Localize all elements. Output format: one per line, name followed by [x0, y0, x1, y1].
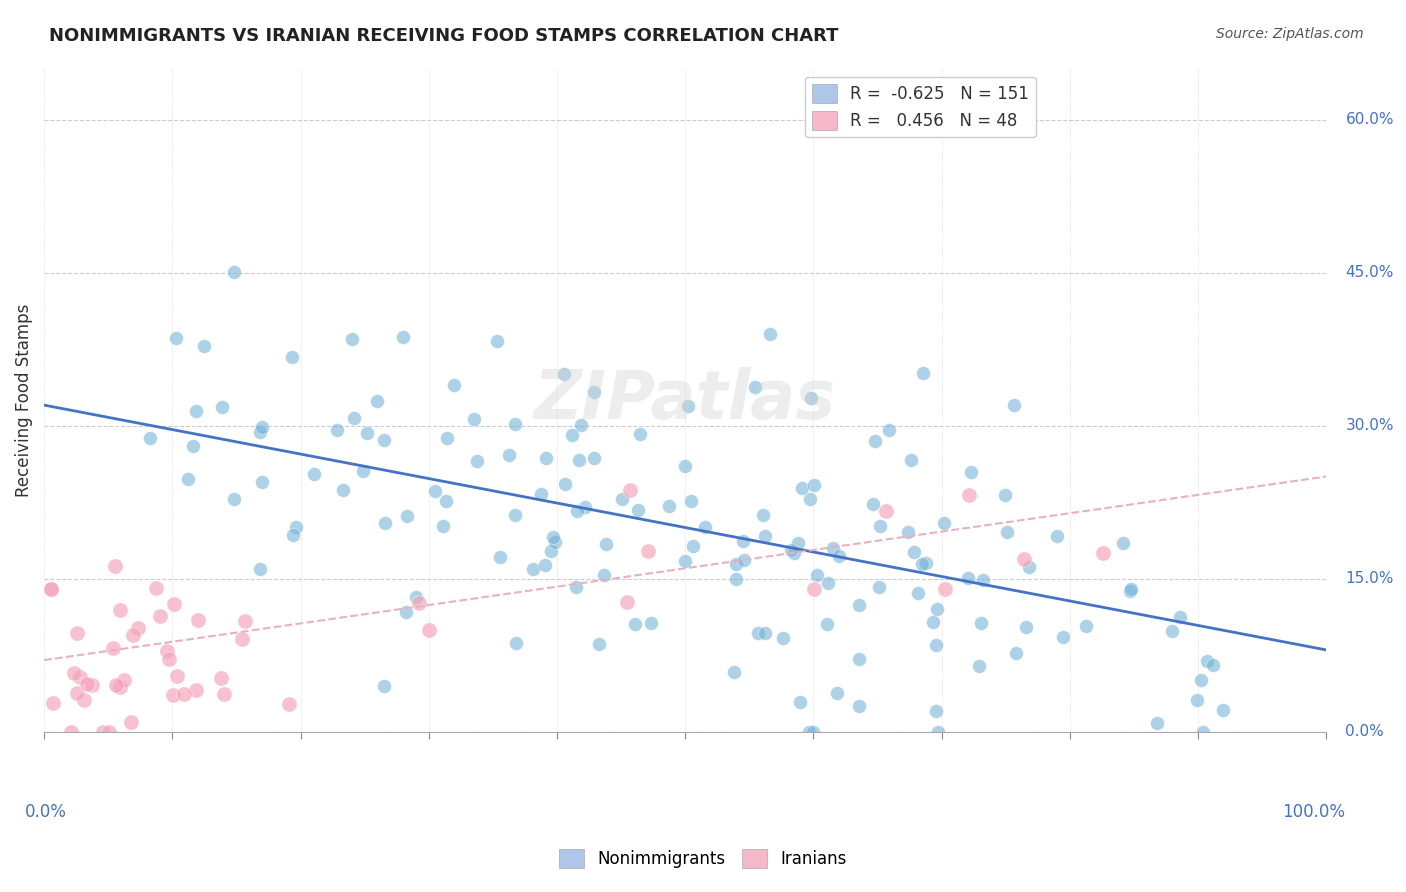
Text: 30.0%: 30.0% [1346, 418, 1393, 433]
Text: ZIPatlas: ZIPatlas [534, 367, 837, 433]
Legend: Nonimmigrants, Iranians: Nonimmigrants, Iranians [553, 842, 853, 875]
Text: 0.0%: 0.0% [25, 803, 66, 821]
Text: 45.0%: 45.0% [1346, 265, 1393, 280]
Legend: R =  -0.625   N = 151, R =   0.456   N = 48: R = -0.625 N = 151, R = 0.456 N = 48 [806, 77, 1036, 137]
Y-axis label: Receiving Food Stamps: Receiving Food Stamps [15, 303, 32, 497]
Text: 15.0%: 15.0% [1346, 571, 1393, 586]
Text: 60.0%: 60.0% [1346, 112, 1393, 127]
Text: Source: ZipAtlas.com: Source: ZipAtlas.com [1216, 27, 1364, 41]
Text: 0.0%: 0.0% [1346, 724, 1384, 739]
Text: 100.0%: 100.0% [1282, 803, 1346, 821]
Text: NONIMMIGRANTS VS IRANIAN RECEIVING FOOD STAMPS CORRELATION CHART: NONIMMIGRANTS VS IRANIAN RECEIVING FOOD … [49, 27, 839, 45]
